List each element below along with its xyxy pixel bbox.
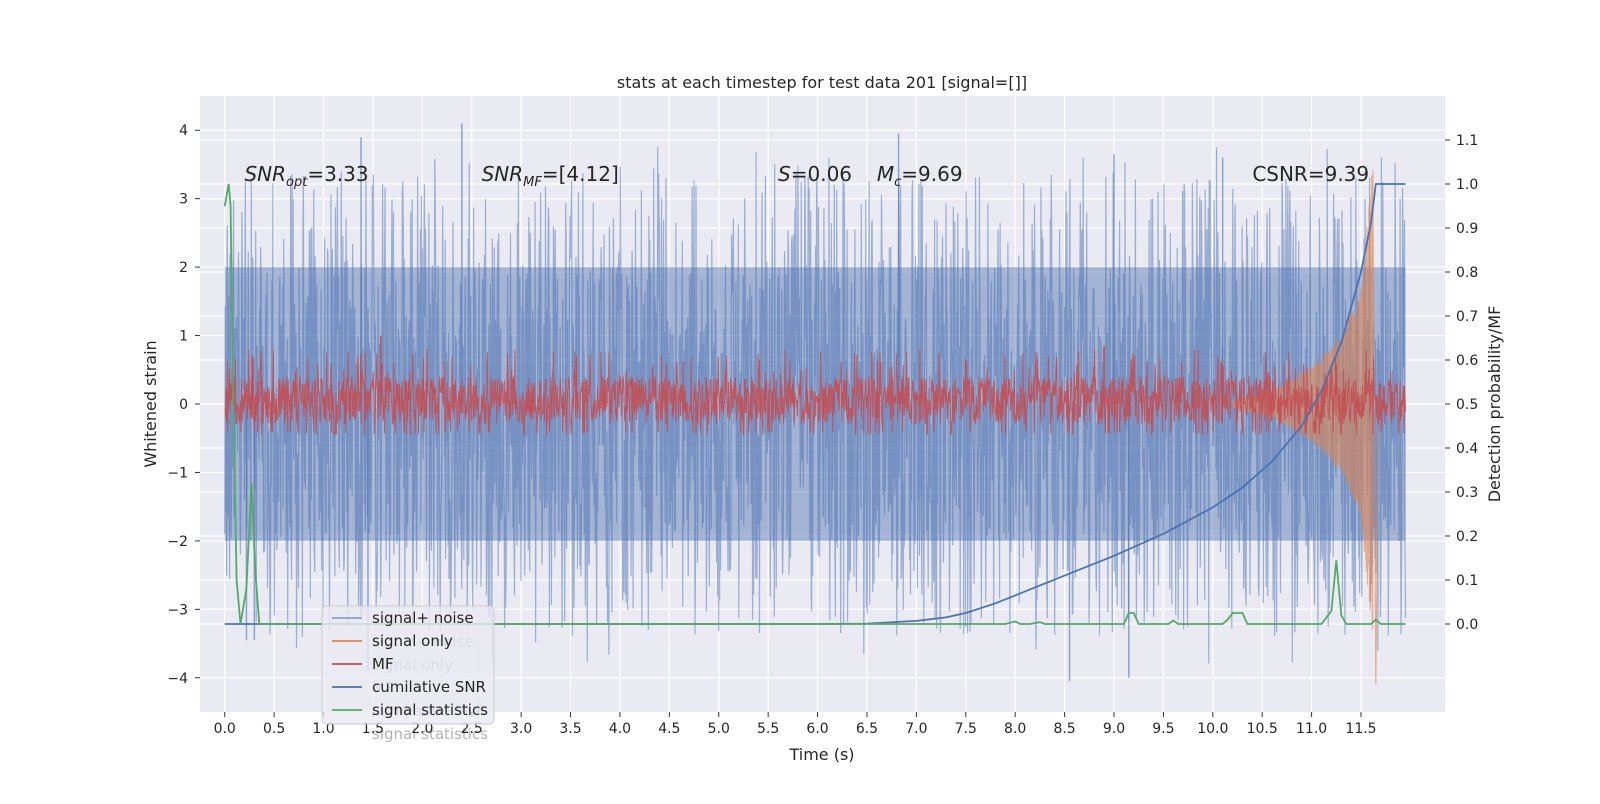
x-tick-label: 7.5 bbox=[955, 721, 977, 737]
y-axis-right-ticks: 0.0 0.1 0.2 0.3 0.4 0.5 0.6 0.7 0.8 0.9 1.0 1.1 bbox=[1445, 133, 1478, 633]
annotations: SNRopt=3.33 SNRMF=[4.12] S=0.06 Mc=9.69 CSNR… bbox=[244, 162, 1369, 190]
series-signal-statistics-line bbox=[223, 183, 1406, 625]
x-tick-label: 6.0 bbox=[806, 721, 828, 737]
y-right-tick-label: 1.1 bbox=[1456, 133, 1478, 149]
legend: signal+ noise signal only MF cumilative SNR… bbox=[321, 605, 495, 743]
y-right-tick-label: 0.6 bbox=[1456, 353, 1478, 369]
series-layer bbox=[223, 123, 1407, 685]
y-left-tick-label: −4 bbox=[167, 671, 188, 687]
x-axis-label: Time (s) bbox=[788, 745, 854, 764]
x-tick-label: 0.5 bbox=[263, 721, 285, 737]
y-right-tick-label: 0.9 bbox=[1456, 221, 1478, 237]
y-left-tick-label: 1 bbox=[179, 329, 188, 345]
x-tick-label: 3.0 bbox=[510, 721, 532, 737]
x-tick-label: 5.5 bbox=[757, 721, 779, 737]
y-right-tick-label: 0.5 bbox=[1456, 397, 1478, 413]
y-right-tick-label: 0.1 bbox=[1456, 573, 1478, 589]
y-left-tick-label: 4 bbox=[179, 123, 188, 139]
annotation-text: CSNR=9.39 bbox=[1252, 162, 1369, 186]
annotation-text: SNRMF=[4.12] bbox=[482, 162, 619, 190]
annotation-text: Mc=9.69 bbox=[877, 162, 963, 190]
x-tick-label: 9.5 bbox=[1152, 721, 1174, 737]
y-right-tick-label: 0.0 bbox=[1456, 617, 1478, 633]
y-right-tick-label: 1.0 bbox=[1456, 177, 1478, 193]
x-axis-ticks: 0.0 0.5 1.0 1.5 2.0 2.5 3.0 3.5 4.0 4.5 5.0 5.5 6.0 6… bbox=[214, 712, 1377, 737]
series-cumulative-snr-line bbox=[224, 183, 1406, 625]
y-right-tick-label: 0.3 bbox=[1456, 485, 1478, 501]
x-tick-label: 6.5 bbox=[856, 721, 878, 737]
x-tick-label: 10.0 bbox=[1197, 721, 1228, 737]
x-tick-label: 11.0 bbox=[1296, 721, 1327, 737]
x-tick-label: 5.0 bbox=[708, 721, 730, 737]
y-left-tick-label: −3 bbox=[167, 602, 188, 618]
x-tick-label: 4.0 bbox=[609, 721, 631, 737]
y-left-tick-label: 0 bbox=[179, 397, 188, 413]
x-tick-label: 2.5 bbox=[461, 721, 483, 737]
y-right-tick-label: 0.7 bbox=[1456, 309, 1478, 325]
y-axis-left-label: Whitened strain bbox=[141, 340, 160, 467]
legend-label: MF bbox=[372, 655, 394, 673]
chart-title: stats at each timestep for test data 201… bbox=[617, 73, 1027, 92]
x-tick-label: 0.0 bbox=[214, 721, 236, 737]
legend-label: signal+ noise bbox=[372, 609, 474, 627]
x-tick-label: 1.5 bbox=[362, 721, 384, 737]
y-axis-left-ticks: −4 −3 −2 −1 0 1 2 3 4 bbox=[167, 123, 200, 687]
x-tick-label: 1.0 bbox=[312, 721, 334, 737]
x-tick-label: 3.5 bbox=[559, 721, 581, 737]
y-left-tick-label: −2 bbox=[167, 534, 188, 550]
annotation-text: S=0.06 bbox=[778, 162, 852, 186]
y-right-tick-label: 0.8 bbox=[1456, 265, 1478, 281]
x-tick-label: 10.5 bbox=[1247, 721, 1278, 737]
y-left-tick-label: −1 bbox=[167, 465, 188, 481]
x-tick-label: 11.5 bbox=[1345, 721, 1376, 737]
x-tick-label: 4.5 bbox=[658, 721, 680, 737]
legend-main: signal+ noise signal only MF cumilative SNR… bbox=[321, 605, 495, 725]
legend-ghost-label: signal statistics bbox=[372, 725, 488, 743]
y-left-tick-label: 3 bbox=[179, 192, 188, 208]
legend-label: signal statistics bbox=[372, 701, 488, 719]
x-tick-label: 2.0 bbox=[411, 721, 433, 737]
legend-label: signal only bbox=[372, 632, 453, 650]
y-left-tick-label: 2 bbox=[179, 260, 188, 276]
x-tick-label: 8.0 bbox=[1004, 721, 1026, 737]
x-tick-label: 9.0 bbox=[1103, 721, 1125, 737]
y-axis-right-label: Detection probability/MF bbox=[1485, 306, 1504, 503]
x-tick-label: 8.5 bbox=[1053, 721, 1075, 737]
series-signal-noise-line bbox=[224, 146, 1407, 664]
legend-frame bbox=[321, 605, 495, 725]
y-right-tick-label: 0.2 bbox=[1456, 529, 1478, 545]
y-right-tick-label: 0.4 bbox=[1456, 441, 1478, 457]
legend-label: cumilative SNR bbox=[372, 678, 486, 696]
annotation-text: SNRopt=3.33 bbox=[244, 162, 368, 190]
x-tick-label: 7.0 bbox=[905, 721, 927, 737]
series-mf-line bbox=[224, 349, 1406, 436]
